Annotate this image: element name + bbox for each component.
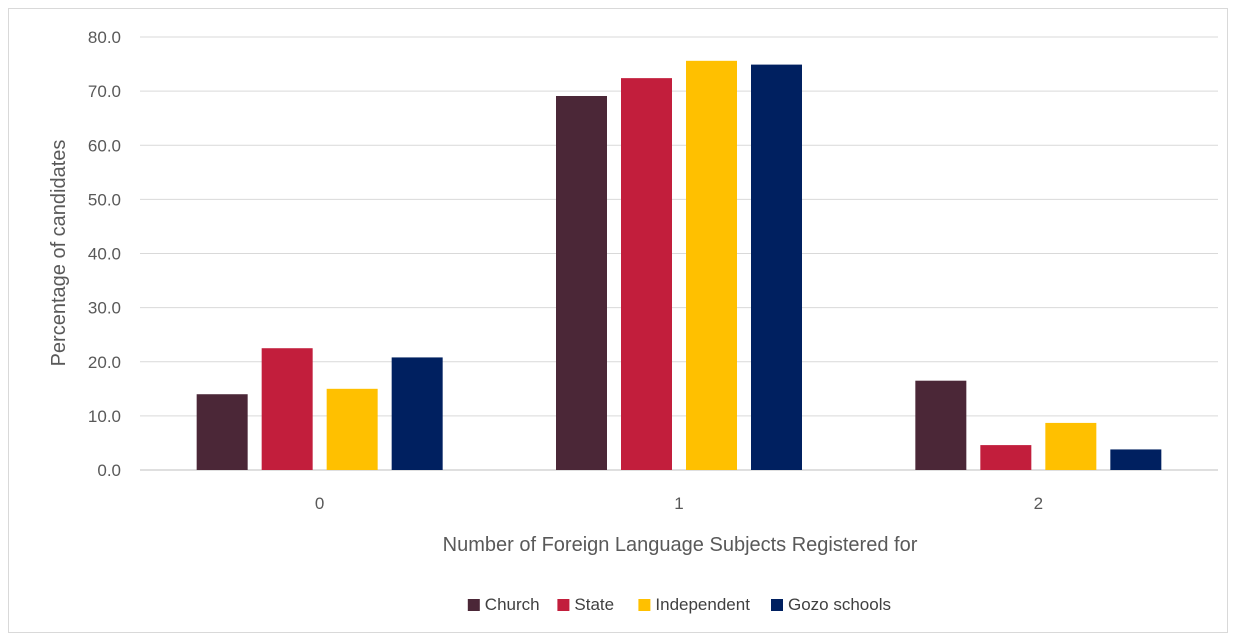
bar-independent-1 — [686, 60, 737, 470]
bar-church-1 — [556, 95, 607, 470]
legend: Church State Independent Gozo schools — [467, 595, 891, 614]
bar-gozo-schools-1 — [751, 64, 802, 470]
legend-label-independent: Independent — [655, 595, 750, 614]
bars — [196, 60, 1162, 470]
y-tick-label: 60.0 — [88, 136, 121, 155]
y-tick-label: 70.0 — [88, 82, 121, 101]
y-tick-label: 20.0 — [88, 353, 121, 372]
legend-label-state: State — [574, 595, 614, 614]
bar-state-0 — [261, 348, 313, 470]
legend-label-church: Church — [485, 595, 540, 614]
legend-swatch-gozo-schools — [771, 599, 783, 611]
bar-independent-0 — [326, 388, 378, 470]
y-tick-label: 30.0 — [88, 299, 121, 318]
y-tick-label: 10.0 — [88, 407, 121, 426]
x-axis-title: Number of Foreign Language Subjects Regi… — [443, 534, 918, 556]
bar-independent-2 — [1045, 422, 1097, 470]
y-axis-ticks: 0.0 10.0 20.0 30.0 40.0 50.0 60.0 70.0 80.0 — [88, 28, 121, 480]
y-axis-title: Percentage of candidates — [48, 140, 70, 367]
legend-swatch-state — [557, 599, 570, 611]
gridlines — [140, 36, 1218, 471]
y-tick-label: 40.0 — [88, 245, 121, 264]
bar-state-2 — [980, 445, 1032, 470]
legend-swatch-independent — [638, 599, 651, 611]
bar-gozo-schools-2 — [1110, 449, 1162, 470]
y-tick-label: 50.0 — [88, 190, 121, 209]
bar-state-1 — [621, 78, 672, 470]
y-tick-label: 0.0 — [97, 461, 121, 480]
y-tick-label: 80.0 — [88, 28, 121, 47]
bar-gozo-schools-0 — [391, 357, 443, 470]
chart-frame — [8, 8, 1228, 633]
x-tick-label: 1 — [674, 494, 683, 513]
legend-label-gozo-schools: Gozo schools — [788, 595, 891, 614]
x-tick-label: 2 — [1034, 494, 1043, 513]
legend-swatch-church — [467, 599, 480, 611]
x-axis-ticks: 0 1 2 — [315, 494, 1043, 513]
bar-church-2 — [915, 380, 967, 470]
x-tick-label: 0 — [315, 494, 324, 513]
bar-church-0 — [196, 394, 248, 470]
